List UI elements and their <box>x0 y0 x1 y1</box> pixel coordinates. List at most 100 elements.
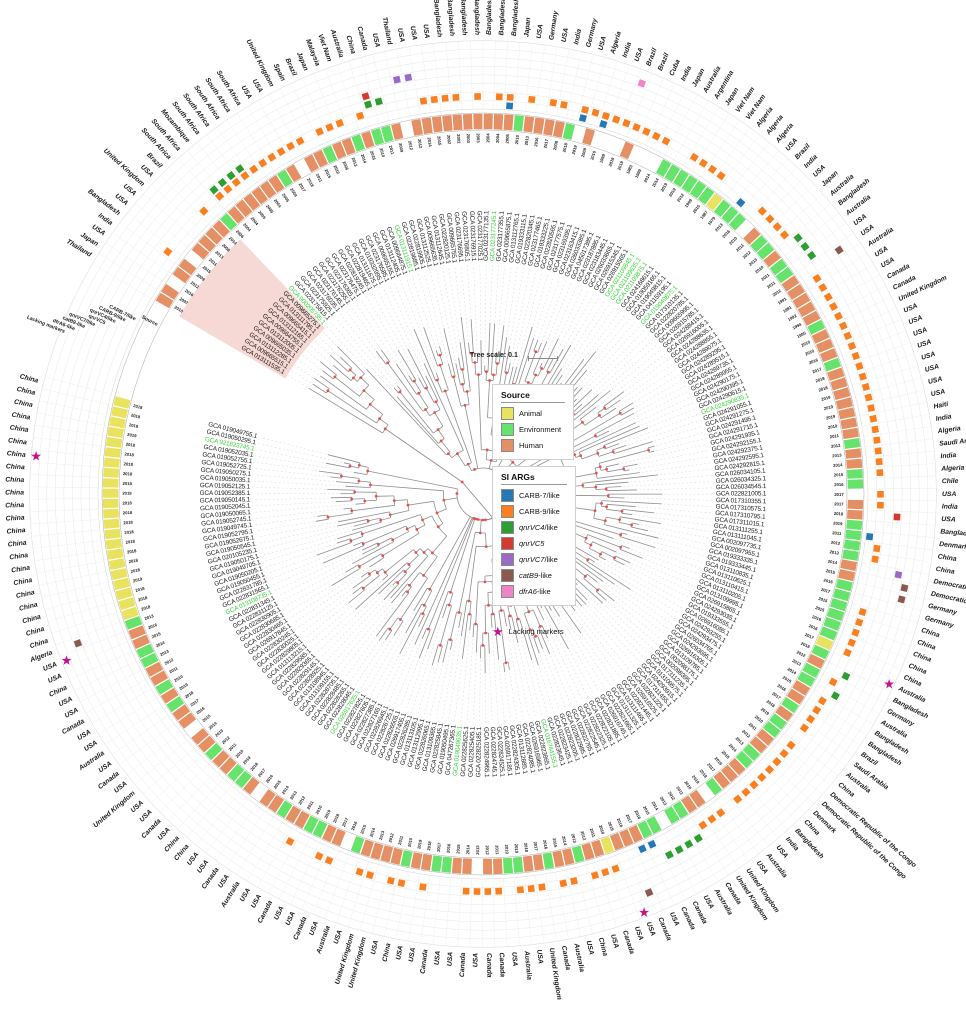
grid-radial <box>845 623 911 647</box>
grid-radial <box>829 661 891 693</box>
grid-radial <box>359 864 379 931</box>
grid-radial <box>302 78 330 141</box>
year-label: 2015 <box>436 136 442 147</box>
support-dot <box>508 614 512 618</box>
tree-branch <box>507 363 511 374</box>
tree-branch <box>390 555 429 599</box>
tree-branch <box>601 551 615 559</box>
country-label: China <box>5 502 24 509</box>
tip-connector <box>371 293 418 377</box>
support-dot <box>438 353 442 357</box>
arg-marker <box>506 102 514 110</box>
tree-branch <box>485 449 488 460</box>
year-label: 2017 <box>543 138 550 149</box>
grid-radial <box>59 631 124 657</box>
support-dot <box>388 513 392 517</box>
source-cell <box>664 164 681 183</box>
year-label: 2015 <box>552 838 559 849</box>
tip-connector <box>257 521 337 538</box>
tree-branch <box>382 575 389 581</box>
year-label: 2015 <box>815 605 826 613</box>
source-cell <box>285 805 301 824</box>
tree-branch <box>537 368 543 377</box>
tree-branch <box>418 629 431 659</box>
year-label: 2013 <box>214 250 225 260</box>
support-dot <box>484 518 487 522</box>
year-label: 2004 <box>242 222 252 233</box>
country-label: Canada <box>621 930 635 956</box>
tree-branch <box>574 587 588 601</box>
grid-radial <box>395 871 410 940</box>
grid-radial <box>325 68 350 134</box>
ring-outline <box>101 112 865 876</box>
source-cell <box>150 670 169 686</box>
tree-branch <box>418 614 425 627</box>
tree-branch <box>437 429 445 439</box>
arg-marker <box>799 723 810 733</box>
tree-branch <box>382 532 420 557</box>
tip-connector <box>626 565 689 598</box>
source-cell <box>431 855 443 872</box>
grid-radial <box>92 263 152 299</box>
source-cell <box>553 120 565 138</box>
support-dot <box>600 502 603 505</box>
year-label: 2016 <box>265 773 275 784</box>
tree-branch <box>439 346 443 355</box>
tree-branch <box>480 340 482 375</box>
tip-connector <box>552 612 600 692</box>
support-dot <box>581 420 584 424</box>
grid-radial <box>127 212 182 256</box>
legend-item-label: Animal <box>519 409 542 418</box>
source-cell <box>400 850 413 867</box>
tip-connector <box>484 675 487 724</box>
arg-marker <box>581 105 590 114</box>
tip-connector <box>350 642 379 682</box>
arg-marker <box>793 233 803 243</box>
tip-connector <box>360 299 408 374</box>
year-label: 2017 <box>812 366 823 374</box>
source-cell <box>523 116 535 133</box>
support-dot <box>406 503 410 507</box>
support-dot <box>414 551 418 554</box>
source-cell <box>108 558 126 570</box>
year-label: 1991 <box>777 296 788 306</box>
year-label: 2010 <box>174 305 185 314</box>
grid-radial <box>655 88 687 150</box>
year-label: 2015 <box>642 805 651 816</box>
arg-marker <box>495 887 503 895</box>
tip-connector <box>466 639 474 723</box>
country-label: China <box>935 566 955 576</box>
tip-connector <box>623 481 713 487</box>
grid-radial <box>654 838 686 900</box>
grid-radial <box>41 581 109 598</box>
arg-marker <box>516 886 524 894</box>
country-label: China <box>8 437 28 446</box>
tree-branch <box>479 519 482 533</box>
tree-branch <box>423 363 464 451</box>
grid-radial <box>177 158 225 210</box>
legend-swatch <box>501 521 514 534</box>
tip-connector <box>635 380 683 408</box>
source-cell <box>462 858 472 874</box>
source-cell <box>243 776 260 795</box>
grid-radial <box>555 872 569 940</box>
support-dot <box>386 361 390 365</box>
country-label: USA <box>409 25 418 40</box>
tree-branch <box>543 338 559 370</box>
tip-connector <box>620 414 699 444</box>
tip-connector <box>593 334 649 389</box>
legend-swatch <box>501 569 514 582</box>
tip-connector <box>509 268 524 344</box>
tree-branch <box>354 522 369 527</box>
tip-connector <box>588 601 645 658</box>
source-cell <box>391 123 404 140</box>
tree-branch <box>596 591 607 601</box>
support-dot <box>421 612 425 615</box>
country-label: China <box>902 674 922 688</box>
arg-marker <box>632 122 641 132</box>
source-cell <box>205 227 223 245</box>
grid-radial <box>576 54 594 121</box>
arg-marker <box>707 164 717 174</box>
country-label: USA <box>333 929 344 945</box>
source-cell <box>819 626 838 641</box>
